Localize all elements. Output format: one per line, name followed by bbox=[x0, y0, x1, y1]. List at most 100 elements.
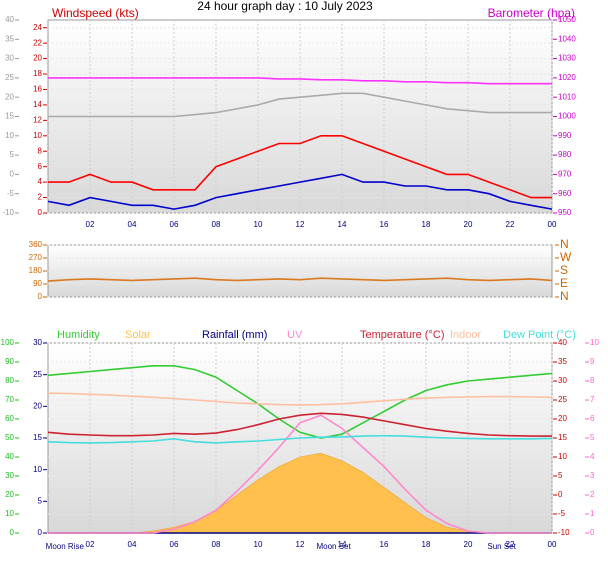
x-tick-label: 16 bbox=[380, 540, 389, 549]
y-tick-label: 50 bbox=[5, 433, 14, 442]
y-tick-label: 8 bbox=[38, 146, 43, 155]
y-tick-label: 15 bbox=[5, 112, 14, 121]
y-tick-label: 0 bbox=[38, 208, 43, 217]
y-tick-label: 12 bbox=[33, 115, 42, 124]
y-tick-label: 15 bbox=[33, 433, 42, 442]
y-tick-label: 990 bbox=[558, 131, 572, 140]
y-tick-label: 0 bbox=[558, 490, 563, 499]
y-tick-label: 0 bbox=[590, 528, 595, 537]
y-tick-label: 970 bbox=[558, 170, 572, 179]
y-tick-label: 20 bbox=[33, 401, 42, 410]
y-tick-label: 25 bbox=[5, 73, 14, 82]
y-tick-label: 90 bbox=[33, 279, 42, 288]
y-tick-label: 20 bbox=[5, 490, 14, 499]
axis-label: Barometer (hpa) bbox=[488, 6, 575, 20]
y-tick-label: 40 bbox=[5, 15, 14, 24]
line bbox=[47, 173, 553, 210]
y-tick-label: 10 bbox=[33, 131, 42, 140]
annotation: Sun Set bbox=[487, 542, 516, 551]
line bbox=[47, 365, 553, 439]
y-tick-label: -10 bbox=[2, 208, 14, 217]
x-tick-label: 02 bbox=[86, 220, 95, 229]
y-tick-label: 6 bbox=[38, 162, 43, 171]
y-tick-label: 90 bbox=[5, 357, 14, 366]
line bbox=[47, 412, 552, 437]
y-tick-label: 1020 bbox=[558, 73, 576, 82]
y-tick-label: 9 bbox=[590, 357, 595, 366]
y-tick-label: 30 bbox=[33, 338, 42, 347]
y-tick-label: 5 bbox=[10, 150, 15, 159]
y-tick-label: 4 bbox=[38, 177, 43, 186]
y-tick-label: 18 bbox=[33, 69, 42, 78]
y-tick-label: 100 bbox=[1, 338, 15, 347]
y-tick-label: 180 bbox=[29, 266, 43, 275]
y-tick-label: 10 bbox=[5, 131, 14, 140]
y-tick-label: 35 bbox=[5, 34, 14, 43]
y-tick-label: 30 bbox=[558, 376, 567, 385]
x-tick-label: 00 bbox=[548, 220, 557, 229]
y-tick-label: 1010 bbox=[558, 92, 576, 101]
line bbox=[48, 135, 552, 199]
y-tick-label: 1000 bbox=[558, 112, 576, 121]
y-tick-label: 30 bbox=[5, 471, 14, 480]
y-tick-label: 0 bbox=[38, 528, 43, 537]
y-tick-label: 15 bbox=[558, 433, 567, 442]
x-tick-label: 14 bbox=[338, 540, 347, 549]
y-tick-label: 20 bbox=[558, 414, 567, 423]
y-tick-label: -10 bbox=[558, 528, 570, 537]
y-tick-label: 960 bbox=[558, 189, 572, 198]
annotation: Moon Set bbox=[316, 542, 351, 551]
legend-entry: Indoor bbox=[450, 329, 482, 341]
x-tick-label: 04 bbox=[128, 540, 137, 549]
y-tick-label: 1040 bbox=[558, 34, 576, 43]
y-tick-label: 35 bbox=[558, 357, 567, 366]
y-tick-label: 1050 bbox=[558, 15, 576, 24]
y-tick-label: 5 bbox=[38, 496, 43, 505]
y-tick-label: 40 bbox=[5, 452, 14, 461]
x-tick-label: 12 bbox=[296, 540, 305, 549]
annotation: Moon Rise bbox=[46, 542, 85, 551]
x-tick-label: 08 bbox=[212, 540, 221, 549]
y-tick-label: 14 bbox=[33, 100, 42, 109]
y-tick-label: 10 bbox=[590, 338, 599, 347]
x-tick-label: 00 bbox=[548, 540, 557, 549]
y-tick-label: 2 bbox=[38, 193, 43, 202]
y-tick-label: 0 bbox=[38, 292, 43, 301]
x-tick-label: 02 bbox=[86, 540, 95, 549]
y-tick-label: 1030 bbox=[558, 54, 576, 63]
y-tick-label: S bbox=[560, 263, 568, 277]
y-tick-label: 22 bbox=[33, 38, 42, 47]
y-tick-label: W bbox=[560, 250, 572, 264]
y-tick-label: 20 bbox=[5, 92, 14, 101]
y-tick-label: 25 bbox=[33, 370, 42, 379]
x-tick-label: 20 bbox=[464, 220, 473, 229]
x-tick-label: 18 bbox=[422, 540, 431, 549]
line bbox=[48, 92, 552, 118]
y-tick-label: E bbox=[560, 276, 568, 290]
y-tick-label: 80 bbox=[5, 376, 14, 385]
line bbox=[47, 392, 553, 406]
chart-title: 24 hour graph day : 10 July 2023 bbox=[197, 0, 373, 13]
line bbox=[47, 434, 553, 444]
y-tick-label: 5 bbox=[590, 433, 595, 442]
x-tick-label: 14 bbox=[338, 220, 347, 229]
y-tick-label: 950 bbox=[558, 208, 572, 217]
y-tick-label: 70 bbox=[5, 395, 14, 404]
axis-label: Windspeed (kts) bbox=[52, 6, 139, 20]
x-tick-label: 08 bbox=[212, 220, 221, 229]
y-tick-label: 6 bbox=[590, 414, 595, 423]
y-tick-label: 7 bbox=[590, 395, 595, 404]
y-tick-label: 10 bbox=[33, 465, 42, 474]
y-tick-label: 10 bbox=[558, 452, 567, 461]
x-tick-label: 10 bbox=[254, 540, 263, 549]
legend-entry: UV bbox=[287, 329, 303, 341]
x-tick-label: 20 bbox=[464, 540, 473, 549]
legend-entry: Solar bbox=[125, 329, 151, 341]
line bbox=[48, 414, 552, 534]
y-tick-label: 25 bbox=[558, 395, 567, 404]
y-tick-label: 40 bbox=[558, 338, 567, 347]
line bbox=[48, 77, 552, 85]
x-tick-label: 22 bbox=[506, 220, 515, 229]
y-tick-label: 10 bbox=[5, 509, 14, 518]
